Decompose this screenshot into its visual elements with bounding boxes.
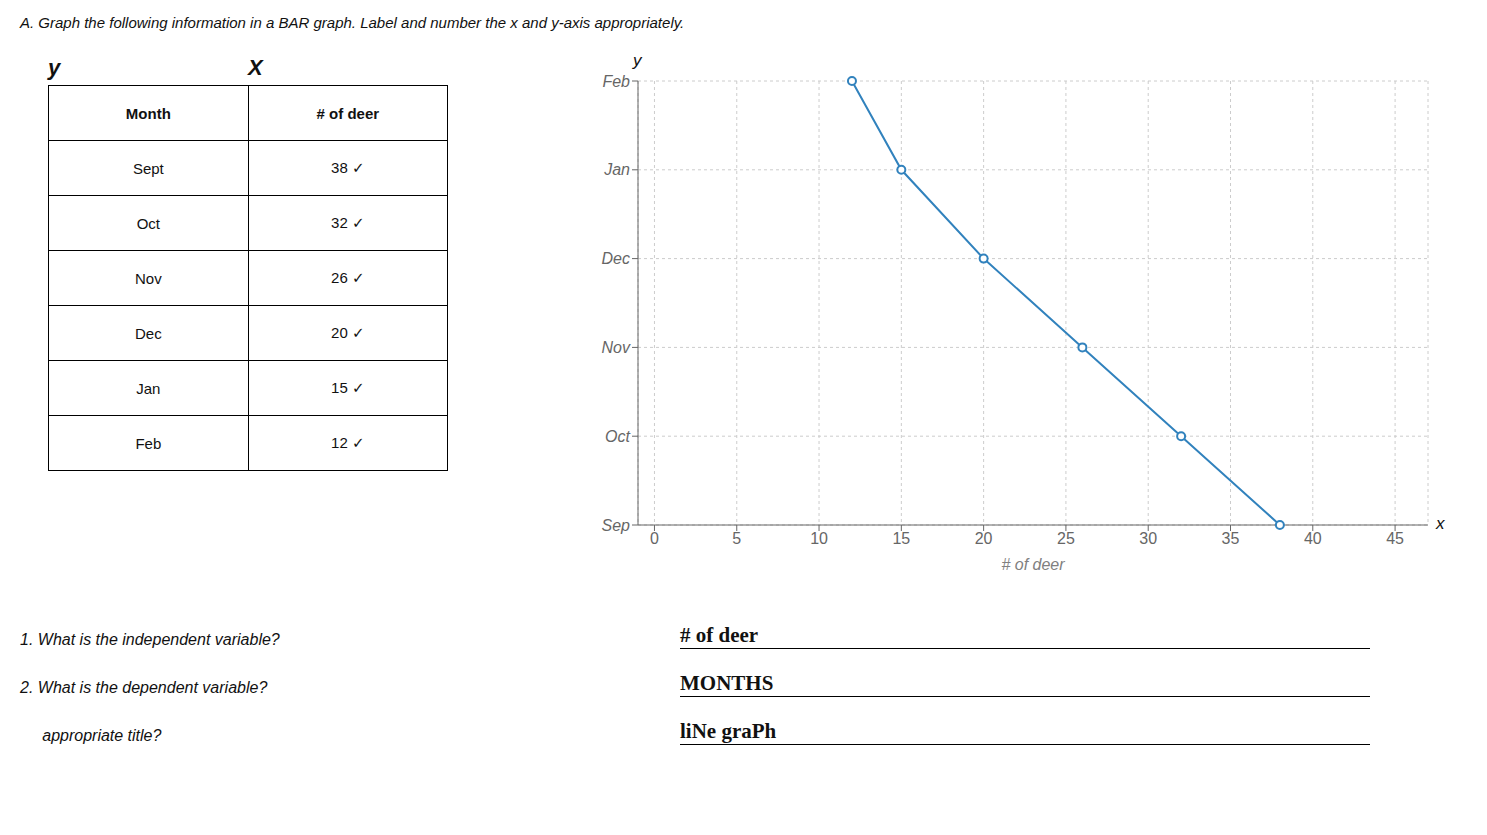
html-text:Sept: Sept	[132, 159, 164, 177]
svg-text:25: 25	[1057, 530, 1075, 547]
html-text:20 ✓: 20 ✓	[331, 324, 365, 341]
html-text:26 ✓: 26 ✓	[331, 269, 365, 286]
html-text:y: y	[48, 55, 61, 80]
svg-text:Dec: Dec	[602, 250, 630, 267]
svg-text:10: 10	[810, 530, 828, 547]
html-text:32 ✓: 32 ✓	[331, 214, 365, 231]
svg-text:Jan: Jan	[603, 161, 630, 178]
svg-text:45: 45	[1386, 530, 1404, 547]
svg-text:20: 20	[975, 530, 993, 547]
svg-text:40: 40	[1304, 530, 1322, 547]
html-text:38 ✓: 38 ✓	[331, 159, 365, 176]
html-text:Month: Month	[125, 104, 171, 122]
html-text:y: y	[633, 51, 642, 70]
html-text:# of deer: # of deer	[316, 104, 380, 122]
svg-text:# of deer: # of deer	[1001, 556, 1065, 573]
html-text:A. Graph the following informa: A. Graph the following information in a …	[20, 14, 685, 31]
html-text:MONTHS: MONTHS	[680, 671, 774, 695]
html-text:15 ✓: 15 ✓	[331, 379, 365, 396]
html-text:1. What is the independent var: 1. What is the independent variable?	[20, 631, 280, 648]
svg-text:5: 5	[732, 530, 741, 547]
html-text:liNe graPh: liNe graPh	[680, 719, 777, 743]
html-text:# of deer: # of deer	[680, 623, 759, 647]
svg-text:Feb: Feb	[602, 73, 630, 90]
html-text:Jan: Jan	[136, 379, 161, 397]
html-text:Dec: Dec	[135, 324, 162, 342]
svg-text:Sep: Sep	[602, 517, 631, 534]
html-text:12 ✓: 12 ✓	[331, 434, 365, 451]
html-text:appropriate title?: appropriate title?	[20, 727, 162, 744]
svg-text:0: 0	[650, 530, 659, 547]
html-text:2. What is the dependent varia: 2. What is the dependent variable?	[20, 679, 268, 696]
html-text:x: x	[1436, 514, 1445, 533]
svg-text:15: 15	[892, 530, 910, 547]
svg-text:35: 35	[1222, 530, 1240, 547]
svg-text:Oct: Oct	[605, 428, 630, 445]
html-text:X: X	[248, 55, 263, 80]
svg-text:30: 30	[1139, 530, 1157, 547]
html-text:Feb: Feb	[135, 434, 162, 452]
html-text:Nov: Nov	[135, 269, 162, 287]
html-text:Oct: Oct	[136, 214, 160, 232]
svg-text:Nov: Nov	[602, 339, 631, 356]
